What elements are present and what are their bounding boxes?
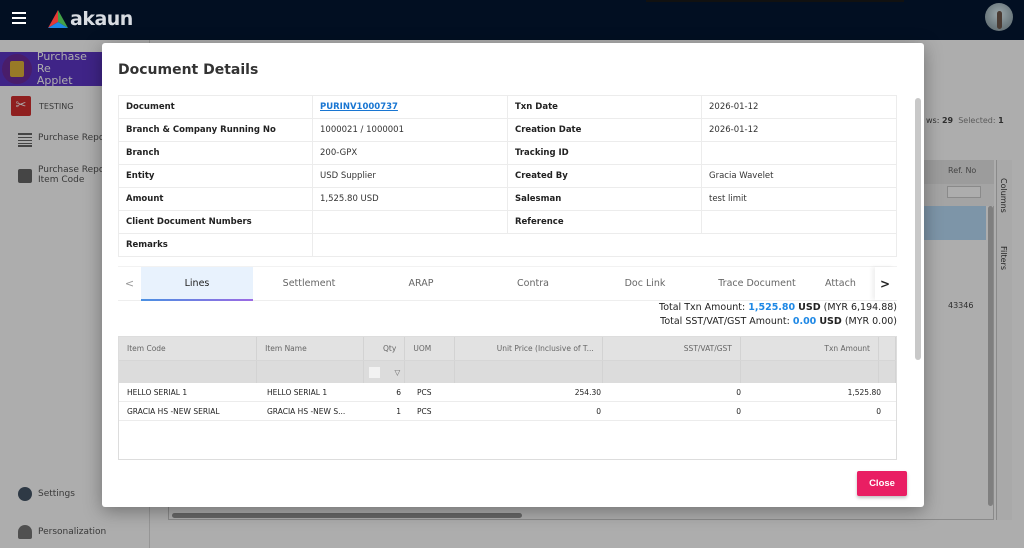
sidebar-item-settings[interactable]: Settings <box>0 487 75 501</box>
top-bar: akaun <box>0 0 1024 40</box>
applet-header[interactable]: Purchase Re Applet <box>0 50 104 87</box>
info-row: Document PURINV1000737 Txn Date 2026-01-… <box>118 95 897 119</box>
column-header-txn-amount[interactable]: Txn Amount <box>741 337 879 360</box>
logo-text: akaun <box>70 8 133 30</box>
applet-title: Purchase Re Applet <box>36 50 87 87</box>
sidebar-item-testing[interactable]: ✂ TESTING <box>0 96 73 116</box>
total-txn-amount: Total Txn Amount: 1,525.80 USD (MYR 6,19… <box>659 302 897 313</box>
sidebar-item-purchase-report[interactable]: Purchase Repo <box>0 133 104 147</box>
grid-side-tabs: Columns Filters <box>996 160 1012 520</box>
archive-icon <box>18 169 32 183</box>
filter-icon[interactable]: ▽ <box>394 367 401 377</box>
user-avatar[interactable] <box>985 3 1013 31</box>
tab-doc-link[interactable]: Doc Link <box>624 278 666 289</box>
info-row-remarks: Remarks <box>118 233 897 257</box>
background-vertical-scrollbar[interactable] <box>988 206 993 506</box>
tab-trace-document[interactable]: Trace Document <box>718 278 796 289</box>
grid-filter-row: ▽ <box>119 361 897 383</box>
column-header-qty[interactable]: Qty <box>364 337 406 360</box>
column-header-tax[interactable]: SST/VAT/GST <box>603 337 741 360</box>
list-icon <box>18 133 32 147</box>
tab-arap[interactable]: ARAP <box>408 278 434 289</box>
gear-icon <box>18 487 32 501</box>
ref-no-value: 43346 <box>948 301 974 310</box>
logo[interactable]: akaun <box>48 8 133 30</box>
background-horizontal-scrollbar[interactable] <box>172 513 522 518</box>
sidebar-item-purchase-report-item-code[interactable]: Purchase Repo Item Code <box>0 165 104 185</box>
columns-tab[interactable]: Columns <box>999 178 1008 213</box>
table-row[interactable]: GRACIA HS -NEW SERIAL GRACIA HS -NEW S..… <box>119 402 896 421</box>
topbar-region <box>646 0 904 2</box>
tabs-next-chevron-icon[interactable]: > <box>875 267 895 300</box>
qty-filter-input[interactable] <box>369 366 381 378</box>
table-row[interactable]: HELLO SERIAL 1 HELLO SERIAL 1 6 PCS 254.… <box>119 383 896 402</box>
column-header-item-name[interactable]: Item Name <box>257 337 364 360</box>
ref-no-filter-input[interactable] <box>947 186 981 198</box>
document-details-dialog: Document Details Document PURINV1000737 … <box>102 43 924 507</box>
grid-header-row: Item Code Item Name Qty UOM Unit Price (… <box>119 337 896 361</box>
detail-tabs: < Lines Settlement ARAP Contra Doc Link … <box>118 266 897 301</box>
qty-filter[interactable]: ▽ <box>364 361 406 383</box>
tab-lines[interactable]: Lines <box>141 267 253 301</box>
total-tax-amount: Total SST/VAT/GST Amount: 0.00 USD (MYR … <box>660 316 897 327</box>
info-row: Entity USD Supplier Created By Gracia Wa… <box>118 164 897 188</box>
lines-grid: Item Code Item Name Qty UOM Unit Price (… <box>118 336 897 460</box>
column-header-unit-price[interactable]: Unit Price (Inclusive of T... <box>455 337 603 360</box>
tab-contra[interactable]: Contra <box>517 278 549 289</box>
info-row: Client Document Numbers Reference <box>118 210 897 234</box>
filters-tab[interactable]: Filters <box>999 246 1008 270</box>
purchase-report-icon <box>2 54 32 84</box>
dialog-scrollbar[interactable] <box>915 98 921 360</box>
person-icon <box>18 525 32 539</box>
document-link[interactable]: PURINV1000737 <box>320 102 398 112</box>
column-header-item-code[interactable]: Item Code <box>119 337 258 360</box>
totals-summary: Total Txn Amount: 1,525.80 USD (MYR 6,19… <box>659 301 897 329</box>
document-info-table: Document PURINV1000737 Txn Date 2026-01-… <box>118 95 897 257</box>
info-row: Branch 200-GPX Tracking ID <box>118 141 897 165</box>
tab-attachments[interactable]: Attach <box>825 278 856 289</box>
info-row: Amount 1,525.80 USD Salesman test limit <box>118 187 897 211</box>
ref-no-header[interactable]: Ref. No <box>948 166 977 175</box>
testing-icon: ✂ <box>11 96 31 116</box>
row-count: ws: 29 Selected: 1 <box>926 116 1004 125</box>
akaun-logo-icon <box>48 10 68 28</box>
tabs-prev-chevron-icon[interactable]: < <box>124 277 135 290</box>
sidebar-item-personalization[interactable]: Personalization <box>0 525 106 539</box>
menu-icon[interactable] <box>12 12 26 24</box>
dialog-title: Document Details <box>118 62 259 78</box>
column-header-uom[interactable]: UOM <box>405 337 455 360</box>
close-button[interactable]: Close <box>857 471 907 496</box>
tab-settlement[interactable]: Settlement <box>282 278 336 289</box>
info-row: Branch & Company Running No 1000021 / 10… <box>118 118 897 142</box>
